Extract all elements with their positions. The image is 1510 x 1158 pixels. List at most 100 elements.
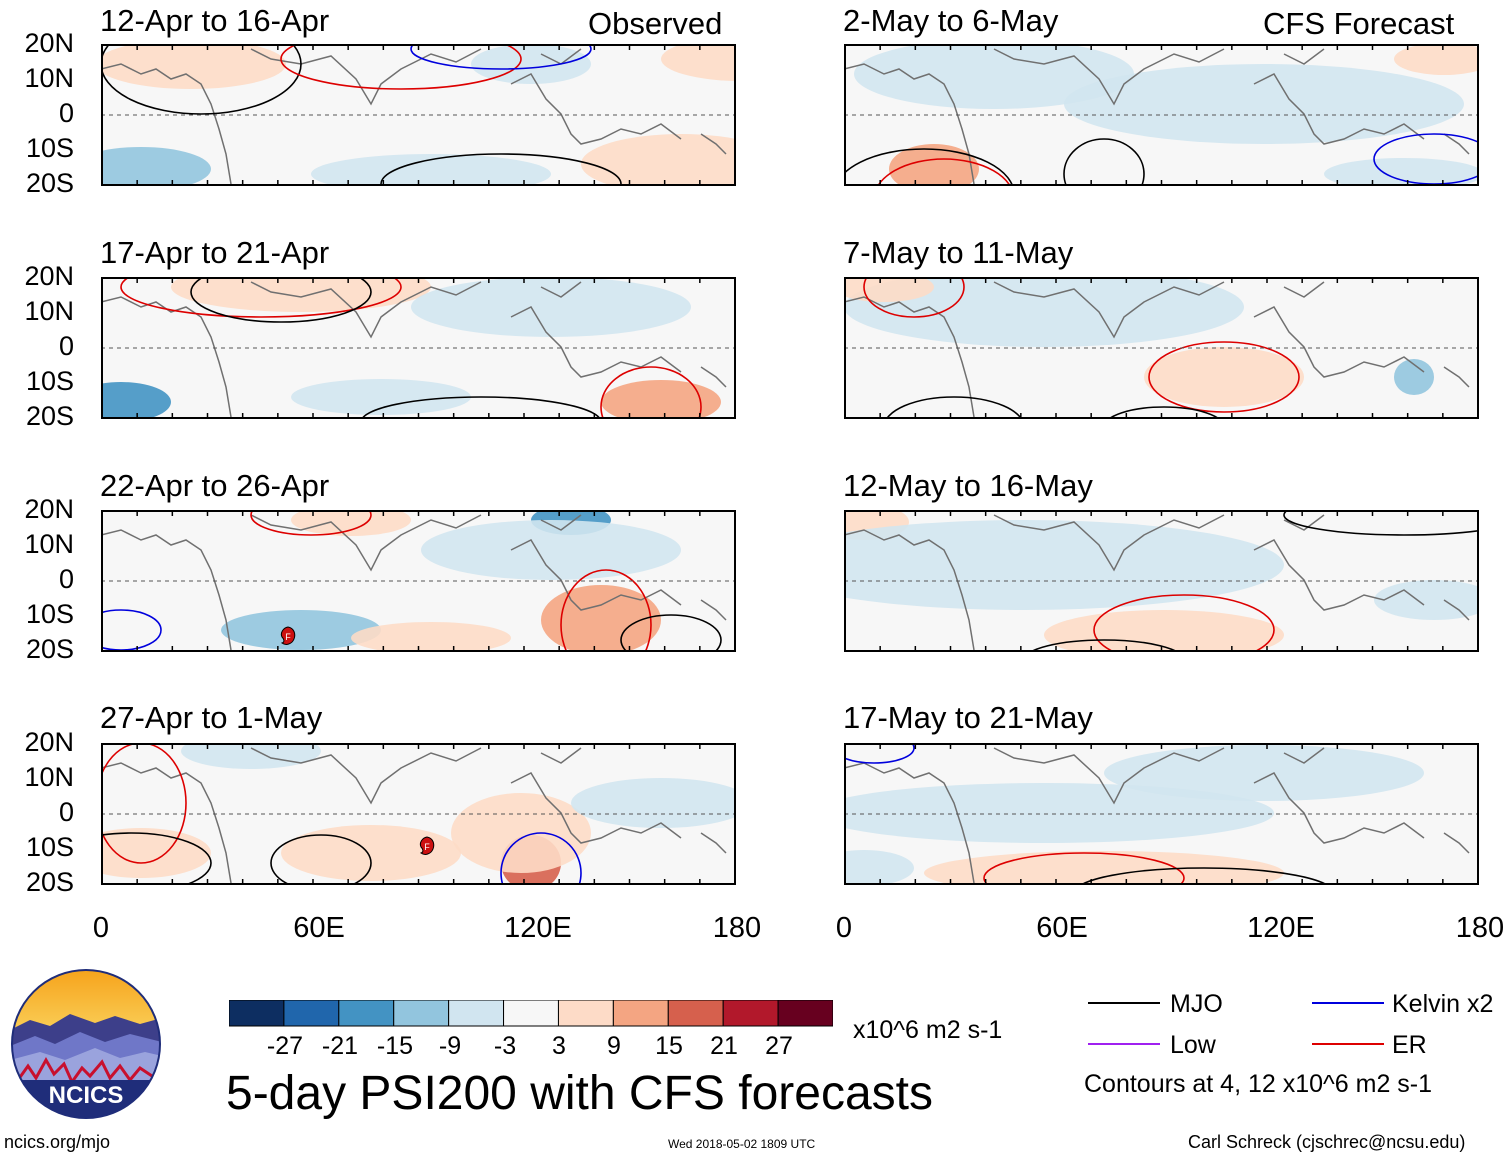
coastline: [101, 281, 727, 418]
panel-title: 17-May to 21-May: [843, 700, 1093, 735]
map-panel-forecast-3: [844, 510, 1479, 652]
coastline: [101, 48, 727, 185]
anomaly-shading: [844, 520, 1284, 610]
colorbar-bin: [393, 999, 450, 1027]
anomaly-shading: [101, 382, 171, 419]
svg-text:NCICS: NCICS: [49, 1082, 124, 1109]
wave-contour: [1063, 138, 1145, 186]
anomaly-shading: [421, 520, 681, 580]
forecast-tag: CFS Forecast: [1263, 6, 1455, 41]
map-panel-observed-3: [101, 510, 736, 652]
wave-contour: [1079, 867, 1329, 885]
wave-contour: [863, 277, 965, 318]
coastline: [844, 48, 1470, 185]
colorbar-bin: [448, 999, 505, 1027]
anomaly-shading: [601, 380, 721, 419]
anomaly-shading: [471, 44, 591, 84]
anomaly-shading: [844, 850, 914, 885]
anomaly-shading: [221, 610, 381, 650]
anomaly-shading: [291, 379, 471, 415]
anomaly-shading: [451, 793, 591, 873]
wave-contour: [1029, 639, 1179, 652]
wave-contour: [1283, 510, 1479, 536]
footer-url[interactable]: ncics.org/mjo: [4, 1132, 111, 1152]
wave-contour: [280, 44, 522, 90]
anomaly-shading: [1144, 347, 1304, 407]
wave-contour: [600, 366, 702, 419]
anomaly-shading: [854, 44, 1134, 109]
anomaly-shading: [661, 44, 736, 81]
storm-marker: F: [418, 836, 436, 856]
map-panel-forecast-2: [844, 277, 1479, 419]
wave-contour: [1093, 594, 1275, 652]
coastline: [844, 281, 1470, 418]
anomaly-shading: [541, 585, 661, 652]
anomaly-shading: [351, 622, 511, 652]
observed-tag: Observed: [588, 6, 723, 41]
map-panel-observed-4: [101, 743, 736, 885]
svg-text:F: F: [285, 632, 291, 642]
colorbar-bin: [338, 999, 395, 1027]
panel-title: 2-May to 6-May: [843, 3, 1059, 38]
anomaly-shading: [844, 277, 1244, 347]
panel-title: 7-May to 11-May: [843, 235, 1074, 270]
wave-contour: [120, 277, 402, 318]
footer-timestamp: Wed 2018-05-02 1809 UTC: [668, 1137, 816, 1151]
colorbar-bin: [503, 999, 559, 1027]
anomaly-shading: [1064, 64, 1464, 144]
wave-contour: [410, 44, 592, 70]
wave-contour: [560, 569, 652, 652]
map-panel-forecast-1: [844, 44, 1479, 186]
colorbar-bin: [612, 999, 669, 1027]
anomaly-shading: [1324, 158, 1479, 186]
main-title: 5-day PSI200 with CFS forecasts: [226, 1067, 933, 1120]
wave-contour: [101, 743, 187, 864]
wave-contour: [250, 510, 372, 536]
anomaly-shading: [889, 144, 979, 186]
anomaly-shading: [1394, 359, 1434, 395]
colorbar-bin: [557, 999, 614, 1027]
panel-title: 17-Apr to 21-Apr: [100, 235, 330, 270]
panel-title: 12-May to 16-May: [843, 468, 1093, 503]
wave-contour: [844, 743, 915, 764]
anomaly-shading: [281, 825, 461, 881]
footer-credit: Carl Schreck (cjschrec@ncsu.edu): [1188, 1132, 1466, 1152]
map-panel-forecast-4: [844, 743, 1479, 885]
anomaly-shading: [411, 277, 691, 337]
anomaly-shading: [101, 44, 286, 89]
map-panel-observed-1: [101, 44, 736, 186]
colorbar-bin: [667, 999, 724, 1027]
coastline: [844, 747, 1470, 884]
anomaly-shading: [101, 147, 211, 186]
anomaly-shading: [1104, 745, 1424, 801]
anomaly-shading: [1374, 580, 1479, 620]
colorbar: [228, 999, 834, 1033]
coastline: [101, 747, 727, 884]
colorbar-bin: [777, 999, 834, 1027]
coastline: [844, 514, 1470, 651]
wave-contour: [101, 832, 212, 885]
anomaly-shading: [581, 134, 736, 186]
wave-contour: [885, 396, 1023, 419]
wave-contour: [876, 158, 1012, 186]
wave-contour: [844, 148, 1014, 186]
wave-contour: [1148, 341, 1300, 413]
anomaly-shading: [171, 277, 431, 312]
svg-text:F: F: [424, 842, 430, 852]
panel-title: 22-Apr to 26-Apr: [100, 468, 330, 503]
colorbar-bin: [228, 999, 285, 1027]
colorbar-bin: [722, 999, 779, 1027]
wave-contour: [620, 614, 722, 652]
map-panel-observed-2: [101, 277, 736, 419]
panel-title: 12-Apr to 16-Apr: [100, 3, 330, 38]
wave-contour: [500, 832, 582, 885]
anomaly-shading: [291, 510, 411, 536]
wave-contour: [101, 44, 302, 115]
wave-contour: [190, 277, 372, 323]
wave-contour: [1107, 406, 1221, 419]
anomaly-shading: [311, 154, 551, 186]
anomaly-shading: [571, 778, 736, 828]
anomaly-shading: [1394, 44, 1479, 75]
legend-note: Contours at 4, 12 x10^6 m2 s-1: [1084, 1070, 1433, 1098]
